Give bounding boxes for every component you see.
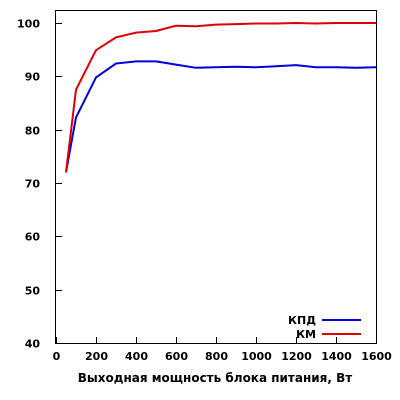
y-axis-ticks: 40 50 60 70 80 90 100 xyxy=(17,18,62,351)
y-tick-label: 90 xyxy=(25,71,41,84)
x-tick-label: 400 xyxy=(125,350,148,363)
plot-area xyxy=(55,10,377,344)
y-tick-label: 50 xyxy=(25,285,41,298)
y-tick-label: 80 xyxy=(25,125,41,138)
series-line-1 xyxy=(65,22,376,173)
legend-label-1: КМ xyxy=(296,328,316,341)
y-tick-label: 60 xyxy=(25,231,41,244)
x-tick-label: 0 xyxy=(53,350,61,363)
x-tick-label: 1600 xyxy=(361,350,392,363)
x-tick-label: 200 xyxy=(85,350,108,363)
legend-label-0: КПД xyxy=(288,314,316,327)
y-tick-label: 40 xyxy=(25,338,41,351)
y-tick-label: 70 xyxy=(25,178,41,191)
x-tick-label: 1400 xyxy=(321,350,352,363)
x-tick-label: 800 xyxy=(205,350,228,363)
series-lines xyxy=(65,22,377,173)
x-tick-label: 1000 xyxy=(241,350,272,363)
x-axis-title: Выходная мощность блока питания, Вт xyxy=(78,371,353,385)
x-tick-label: 1200 xyxy=(281,350,312,363)
x-tick-label: 600 xyxy=(165,350,188,363)
series-line-0 xyxy=(65,60,377,173)
x-axis-ticks: 0 200 400 600 800 1000 1200 1400 1600 xyxy=(53,337,392,363)
y-tick-label: 100 xyxy=(17,18,40,31)
